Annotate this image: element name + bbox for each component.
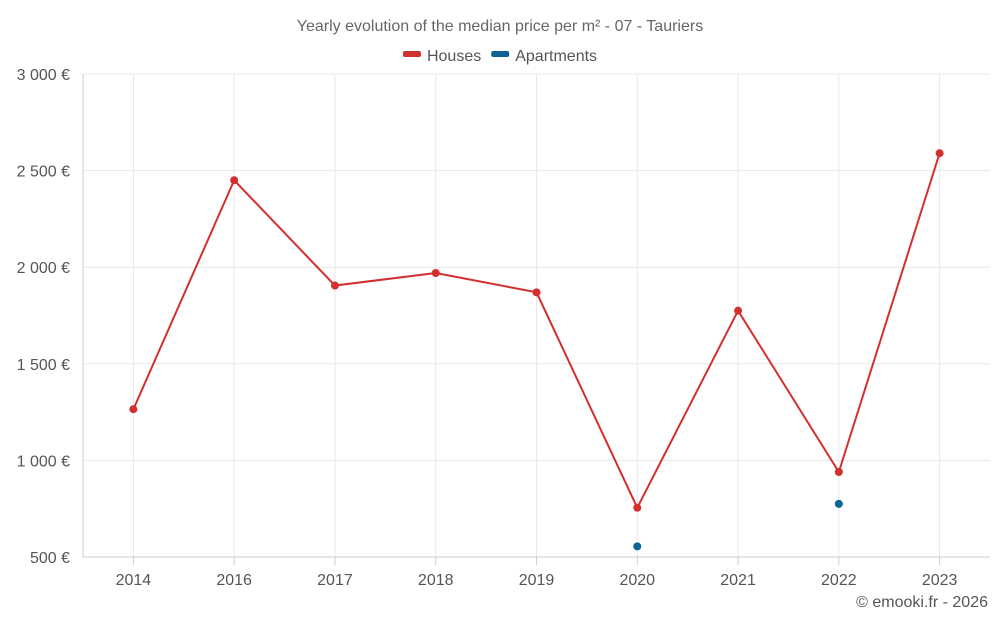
houses-data-point[interactable] [834, 467, 843, 476]
legend-swatch [402, 51, 421, 57]
legend: Houses Apartments [402, 48, 597, 65]
legend-item-apartments[interactable]: Apartments [491, 48, 597, 65]
apartments-data-point[interactable] [834, 499, 843, 508]
houses-data-point[interactable] [532, 288, 541, 297]
y-tick-label: 500 € [30, 550, 70, 567]
houses-data-point[interactable] [129, 405, 138, 414]
x-tick-label: 2020 [619, 572, 655, 589]
y-tick-label: 2 000 € [17, 260, 70, 277]
x-tick-label: 2022 [821, 572, 857, 589]
axes: 500 € 1 000 € 1 500 € 2 000 € 2 500 € 3 000 €… [17, 67, 990, 589]
legend-item-houses[interactable]: Houses [402, 48, 481, 65]
credit-text: © emooki.fr - 2026 [856, 594, 988, 611]
x-tick-label: 2021 [720, 572, 756, 589]
x-tick-label: 2019 [519, 572, 555, 589]
apartments-data-point[interactable] [633, 542, 642, 551]
x-tick-label: 2023 [922, 572, 958, 589]
houses-data-point[interactable] [230, 176, 239, 185]
legend-label: Apartments [515, 48, 597, 65]
houses-data-point[interactable] [633, 503, 642, 512]
y-tick-label: 1 000 € [17, 453, 70, 470]
x-tick-label: 2014 [116, 572, 152, 589]
x-tick-label: 2016 [216, 572, 252, 589]
y-tick-label: 1 500 € [17, 357, 70, 374]
legend-label: Houses [427, 48, 481, 65]
houses-data-point[interactable] [431, 268, 440, 277]
houses-data-point[interactable] [935, 149, 944, 158]
grid [83, 73, 990, 557]
houses-data-point[interactable] [734, 306, 743, 315]
houses-data-point[interactable] [330, 281, 339, 290]
x-tick-label: 2017 [317, 572, 353, 589]
y-tick-label: 3 000 € [17, 67, 70, 84]
series [129, 149, 944, 551]
legend-swatch [491, 51, 510, 57]
y-tick-label: 2 500 € [17, 164, 70, 181]
x-tick-label: 2018 [418, 572, 454, 589]
chart-title: Yearly evolution of the median price per… [297, 18, 703, 35]
